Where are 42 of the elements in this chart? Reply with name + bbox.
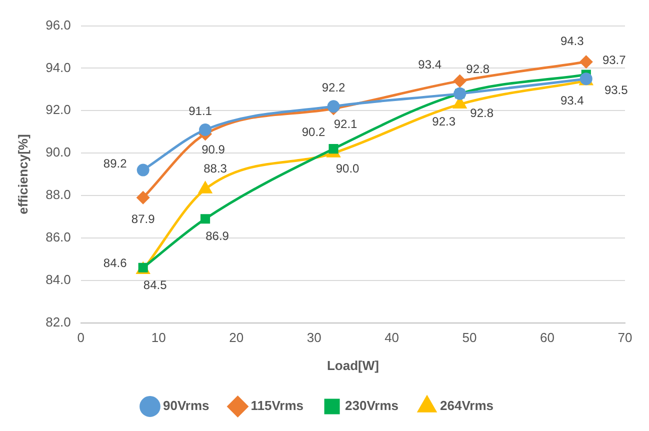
x-tick-label: 50: [462, 330, 477, 346]
legend-label: 115Vrms: [250, 398, 304, 414]
legend-label: 230Vrms: [345, 398, 399, 414]
y-tick-label: 90.0: [46, 144, 71, 160]
x-tick-label: 0: [77, 330, 85, 346]
data-label: 87.9: [131, 212, 156, 226]
y-tick-label: 84.0: [46, 272, 71, 287]
data-label: 93.4: [560, 93, 584, 108]
data-label: 90.2: [302, 125, 326, 140]
x-tick-label: 40: [384, 330, 400, 346]
data-label: 92.3: [432, 114, 456, 129]
data-label: 86.9: [206, 229, 230, 244]
data-label: 92.2: [322, 80, 346, 95]
y-tick-label: 94.0: [46, 60, 71, 75]
x-tick-label: 60: [540, 330, 555, 346]
legend-label: 264Vrms: [440, 398, 494, 414]
data-label: 93.7: [602, 52, 626, 67]
y-axis-title: efficiency[%]: [15, 134, 30, 214]
y-tick-label: 86.0: [46, 230, 71, 245]
x-tick-label: 10: [151, 330, 166, 346]
y-tick-label: 88.0: [46, 187, 71, 202]
x-tick-label: 20: [229, 330, 244, 346]
data-label: 94.3: [560, 34, 584, 48]
data-label: 93.4: [418, 57, 442, 72]
data-label: 92.8: [470, 106, 494, 120]
data-label: 84.6: [103, 256, 128, 270]
x-tick-label: 30: [306, 330, 322, 346]
x-axis-title: Load[W]: [326, 358, 379, 373]
data-label: 92.8: [466, 62, 490, 76]
data-label: 88.3: [204, 161, 228, 176]
data-label: 93.5: [604, 83, 628, 98]
y-tick-label: 92.0: [46, 102, 71, 118]
data-label: 90.0: [336, 161, 360, 176]
y-tick-label: 96.0: [46, 17, 71, 32]
data-label: 92.1: [334, 116, 358, 131]
data-label: 91.1: [188, 104, 212, 118]
legend-label: 90Vrms: [162, 398, 210, 414]
data-label: 90.9: [202, 142, 226, 156]
y-tick-label: 82.0: [46, 314, 71, 330]
x-tick-label: 70: [618, 330, 632, 346]
data-label: 84.5: [143, 278, 168, 292]
data-label: 89.2: [103, 156, 128, 170]
